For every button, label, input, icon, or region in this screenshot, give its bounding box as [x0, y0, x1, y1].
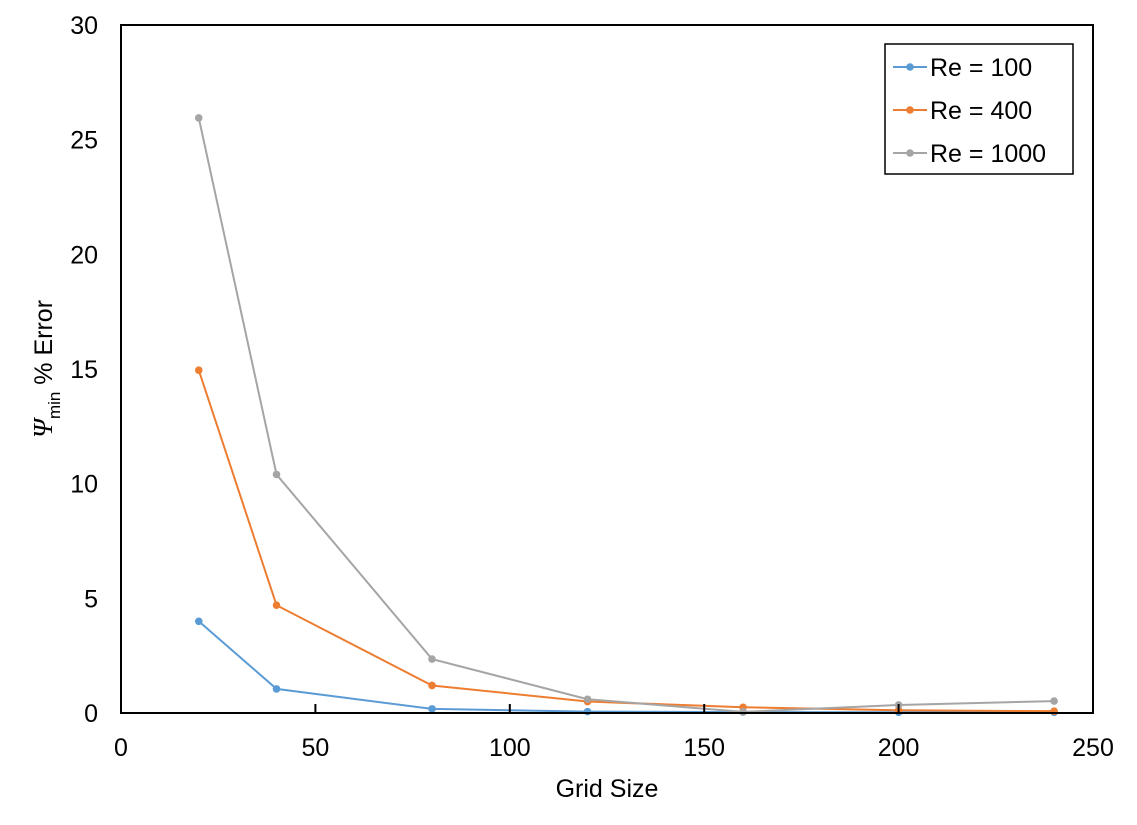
y-tick-label: 5 — [84, 585, 98, 613]
y-tick-label: 25 — [70, 127, 98, 155]
y-axis-title-symbol: Ψ — [28, 416, 58, 438]
legend-item: Re = 100 — [893, 54, 1032, 82]
legend: Re = 100 Re = 400 Re = 1000 — [884, 43, 1074, 175]
series-0 — [194, 617, 1058, 717]
legend-item: Re = 400 — [893, 97, 1032, 125]
x-axis-title: Grid Size — [556, 775, 659, 803]
data-point — [194, 617, 203, 626]
y-ticks: 0 5 10 15 20 25 30 — [70, 12, 98, 728]
data-point — [583, 707, 592, 716]
series-line — [198, 620, 1055, 714]
y-axis-title-subscript: min — [45, 392, 64, 419]
legend-swatch-marker — [906, 63, 914, 71]
data-point — [1050, 697, 1058, 705]
data-point — [428, 705, 436, 713]
series-line — [197, 117, 1055, 713]
legend-swatch-marker — [906, 149, 914, 157]
y-axis-title: Ψmin % Error — [28, 300, 64, 438]
y-tick-label: 0 — [84, 700, 98, 728]
y-tick-label: 20 — [70, 241, 98, 269]
legend-swatch-marker — [906, 106, 914, 114]
legend-label: Re = 1000 — [930, 140, 1046, 168]
legend-item: Re = 1000 — [893, 140, 1046, 168]
series-1 — [194, 366, 1058, 715]
series-layer — [194, 114, 1058, 717]
x-tick-label: 200 — [878, 734, 920, 762]
series-line — [197, 369, 1055, 713]
x-tick-label: 250 — [1072, 734, 1114, 762]
y-tick-label: 30 — [70, 12, 98, 40]
y-tick-label: 15 — [70, 356, 98, 384]
x-tick-label: 100 — [489, 734, 531, 762]
data-point — [194, 114, 203, 122]
series-2 — [194, 114, 1058, 716]
plot-area-border — [120, 24, 1094, 714]
data-point — [428, 681, 436, 690]
data-point — [583, 695, 592, 704]
y-axis-title-suffix: % Error — [30, 300, 58, 392]
y-tick-label: 10 — [70, 471, 98, 499]
legend-label: Re = 100 — [930, 54, 1032, 82]
data-point — [272, 685, 281, 693]
x-tick-label: 50 — [301, 734, 329, 762]
data-point — [272, 601, 281, 610]
data-point — [739, 708, 747, 716]
x-tick-label: 0 — [114, 734, 128, 762]
x-tick-label: 150 — [683, 734, 725, 762]
data-point — [428, 655, 436, 663]
data-point — [194, 366, 203, 374]
legend-label: Re = 400 — [930, 97, 1032, 125]
data-point — [272, 470, 281, 479]
x-ticks: 0 50 100 150 200 250 — [114, 704, 1114, 762]
